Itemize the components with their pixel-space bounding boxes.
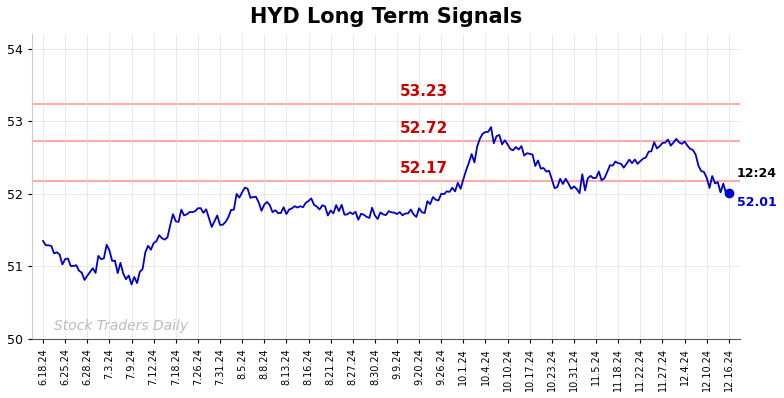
Text: 12:24: 12:24 (737, 167, 777, 180)
Text: 52.01: 52.01 (737, 196, 776, 209)
Title: HYD Long Term Signals: HYD Long Term Signals (250, 7, 522, 27)
Text: Stock Traders Daily: Stock Traders Daily (54, 319, 188, 333)
Text: 53.23: 53.23 (400, 84, 448, 100)
Text: 52.17: 52.17 (400, 161, 448, 176)
Text: 52.72: 52.72 (400, 121, 448, 137)
